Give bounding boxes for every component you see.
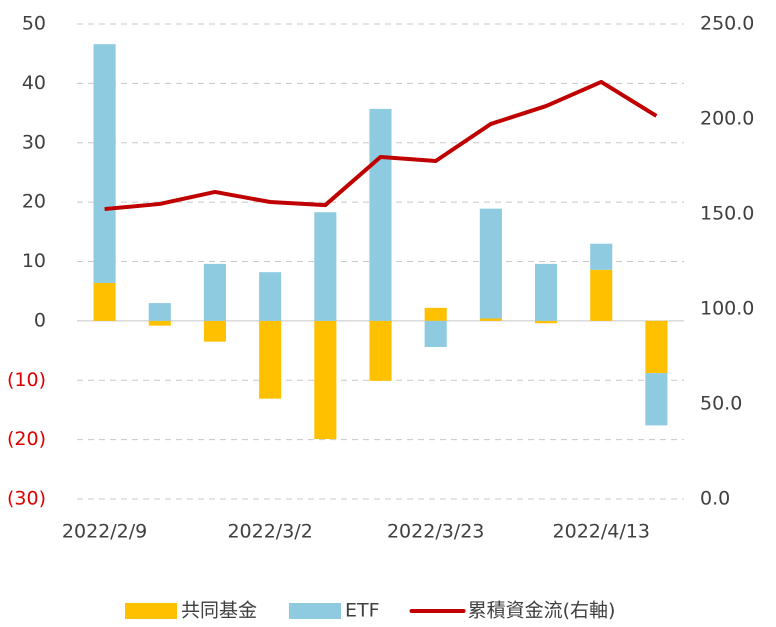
bar xyxy=(479,208,502,319)
legend-label: ETF xyxy=(345,600,380,622)
x-tick-label: 2022/2/9 xyxy=(62,521,147,543)
y-tick-label: 50 xyxy=(22,13,46,35)
bar xyxy=(535,263,558,321)
bar xyxy=(424,307,447,321)
legend-swatch xyxy=(289,603,342,619)
y2-tick-label: 150.0 xyxy=(700,203,754,225)
bar xyxy=(148,303,171,321)
y-tick-label: (20) xyxy=(7,428,46,450)
y2-tick-label: 50.0 xyxy=(700,393,742,415)
bar xyxy=(369,108,392,321)
bar xyxy=(93,44,116,283)
line xyxy=(104,79,658,212)
y2-tick-label: 100.0 xyxy=(700,298,754,320)
y-tick-label: 30 xyxy=(22,131,46,153)
bar xyxy=(259,272,282,321)
bar xyxy=(424,320,447,347)
bar xyxy=(645,320,668,374)
bar xyxy=(148,320,171,326)
bar xyxy=(314,212,337,321)
y-tick-label: 40 xyxy=(22,72,46,94)
bar xyxy=(645,373,668,426)
y-tick-label: 20 xyxy=(22,191,46,213)
y-tick-label: (10) xyxy=(7,369,46,391)
legend-label: 累積資金流(右軸) xyxy=(468,600,616,622)
bar xyxy=(203,263,226,321)
x-tick-label: 2022/4/13 xyxy=(553,521,650,543)
y-tick-label: 10 xyxy=(22,250,46,272)
y-tick-label: (30) xyxy=(7,488,46,510)
bar xyxy=(314,320,337,440)
bar xyxy=(203,320,226,342)
legend-label: 共同基金 xyxy=(181,600,257,622)
x-tick-label: 2022/3/2 xyxy=(227,521,312,543)
x-tick-label: 2022/3/23 xyxy=(387,521,484,543)
bar xyxy=(590,243,613,270)
bar xyxy=(93,282,116,321)
bar xyxy=(590,269,613,321)
y2-tick-label: 250.0 xyxy=(700,13,754,35)
y2-tick-label: 0.0 xyxy=(700,488,730,510)
bar xyxy=(479,318,502,321)
bar xyxy=(259,320,282,399)
legend-swatch xyxy=(125,603,177,619)
y2-tick-label: 200.0 xyxy=(700,108,754,130)
bar xyxy=(535,320,558,324)
y-tick-label: 0 xyxy=(34,309,46,331)
bar xyxy=(369,320,392,381)
